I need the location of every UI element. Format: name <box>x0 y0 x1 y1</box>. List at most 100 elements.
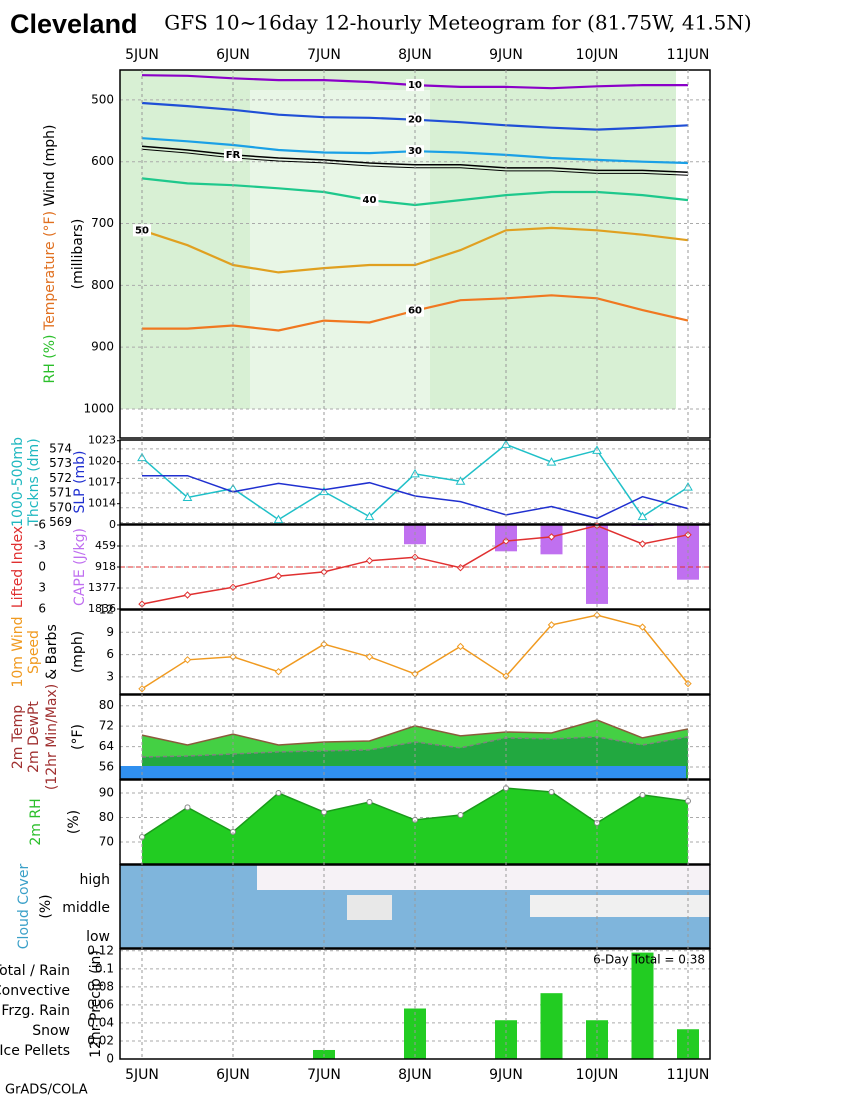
y2-tick-label: 1836 <box>88 602 116 615</box>
axis-label-part: & Barbs <box>44 624 60 680</box>
marker <box>182 492 193 501</box>
marker <box>273 514 284 524</box>
marker <box>365 653 374 661</box>
y-tick-label: 12 <box>99 603 114 617</box>
axis-label: Thckns (dm) <box>26 438 42 526</box>
marker <box>275 789 282 796</box>
legend-entry: Ice Pellets <box>0 1043 70 1059</box>
contour-label: 50 <box>135 225 149 236</box>
y2-tick-label: 918 <box>95 560 116 573</box>
axis-label-part: (millibars) <box>70 219 86 290</box>
y-tick-label: 72 <box>99 719 114 733</box>
y-tick-label: 570 <box>49 500 72 514</box>
y-tick-label: 900 <box>91 340 114 354</box>
cloud-clear <box>257 865 710 890</box>
axis-label-part: 12hr Precip (in) <box>88 950 104 1058</box>
bar <box>404 1008 426 1059</box>
y2-tick-label: 1020 <box>88 455 116 468</box>
rh-shading <box>250 90 430 409</box>
y-tick-label: 9 <box>106 625 114 639</box>
bar <box>540 993 563 1059</box>
y-tick-label: 70 <box>99 834 114 848</box>
axis-label-part: 2m RH <box>28 798 44 845</box>
y-tick-label: 0.02 <box>87 1033 114 1047</box>
contour-label: 40 <box>363 195 377 206</box>
marker <box>638 623 647 631</box>
city: Cleveland <box>10 9 138 39</box>
x-tick-label: 5JUN <box>125 47 159 63</box>
marker <box>184 804 191 811</box>
axis-label: RH (%) Temperature (°F) Wind (mph) <box>42 125 58 384</box>
y-tick-label: 0.04 <box>87 1015 114 1029</box>
y-tick-label: 0 <box>38 560 46 574</box>
panel-frame <box>119 524 711 610</box>
axis-label: (%) <box>66 810 82 834</box>
marker <box>457 812 464 819</box>
cloud-level-label: low <box>86 929 110 945</box>
annotation: 6-Day Total = 0.38 <box>593 953 705 967</box>
y2-tick-label: 1377 <box>88 581 116 594</box>
marker <box>547 533 556 541</box>
marker <box>183 591 192 599</box>
y-tick-label: 569 <box>49 515 72 529</box>
marker <box>364 511 375 521</box>
y-tick-label: 574 <box>49 441 72 455</box>
x-tick-label: 10JUN <box>576 1067 619 1083</box>
y2-tick-label: 1014 <box>88 497 116 510</box>
axis-label: 2m Temp <box>10 705 26 769</box>
axis-label: (mph) <box>70 631 86 673</box>
y-tick-label: 3 <box>38 581 46 595</box>
axis-label: 1000-500mb <box>10 437 26 527</box>
y-tick-label: 0.08 <box>87 979 114 993</box>
axis-label: Cloud Cover <box>16 864 32 950</box>
marker <box>456 563 465 572</box>
y-tick-label: 600 <box>91 154 114 168</box>
title: GFS 10~16day 12-hourly Meteogram for (81… <box>164 11 751 35</box>
axis-label-part: Speed <box>26 630 42 674</box>
y-tick-label: -6 <box>34 518 46 532</box>
y-tick-label: 573 <box>49 456 72 470</box>
axis-label: Lifted Index <box>10 526 26 608</box>
y-tick-label: 800 <box>91 278 114 292</box>
legend-entry: Convective <box>0 983 70 999</box>
y-tick-label: 0.06 <box>87 997 114 1011</box>
x-tick-label: 7JUN <box>307 1067 341 1083</box>
y-tick-label: 3 <box>106 669 114 683</box>
temp-band <box>120 766 686 779</box>
bar <box>586 1020 608 1059</box>
y-tick-label: 700 <box>91 216 114 230</box>
axis-label: (millibars) <box>70 219 86 290</box>
marker <box>547 621 556 629</box>
y-tick-label: 6 <box>106 647 114 661</box>
y2-tick-label: 0 <box>109 518 116 531</box>
axis-label-part: Wind (mph) <box>42 125 58 211</box>
cloud-clear <box>530 895 710 917</box>
cloud-level-label: high <box>79 872 110 888</box>
axis-label-part: (%) <box>66 810 82 834</box>
y-tick-label: 571 <box>49 486 72 500</box>
credit: GrADS/COLA <box>5 1083 88 1098</box>
axis-label: Speed <box>26 630 42 674</box>
axis-label-part: Temperature (°F) <box>42 211 58 335</box>
y-tick-label: 80 <box>99 810 114 824</box>
y-tick-label: 0.12 <box>87 943 114 957</box>
y-tick-label: 0.1 <box>95 961 114 975</box>
legend-entry: Frzg. Rain <box>1 1003 70 1019</box>
axis-label: (°F) <box>70 724 86 750</box>
marker <box>548 789 555 795</box>
contour-label-bg <box>406 145 424 158</box>
bar <box>495 1020 517 1059</box>
contour-label: 10 <box>408 80 422 91</box>
x-tick-label: 6JUN <box>216 47 250 63</box>
y-tick-label: 572 <box>49 471 72 485</box>
marker <box>455 476 466 485</box>
y-tick-label: 500 <box>91 92 114 106</box>
y-tick-label: -3 <box>34 539 46 553</box>
cloud-clear <box>347 895 392 920</box>
x-tick-label: 9JUN <box>489 47 523 63</box>
y-tick-label: 90 <box>99 785 114 799</box>
y-tick-label: 56 <box>99 760 114 774</box>
axis-label-part: 2m DewPt <box>26 701 42 773</box>
marker <box>546 457 557 466</box>
